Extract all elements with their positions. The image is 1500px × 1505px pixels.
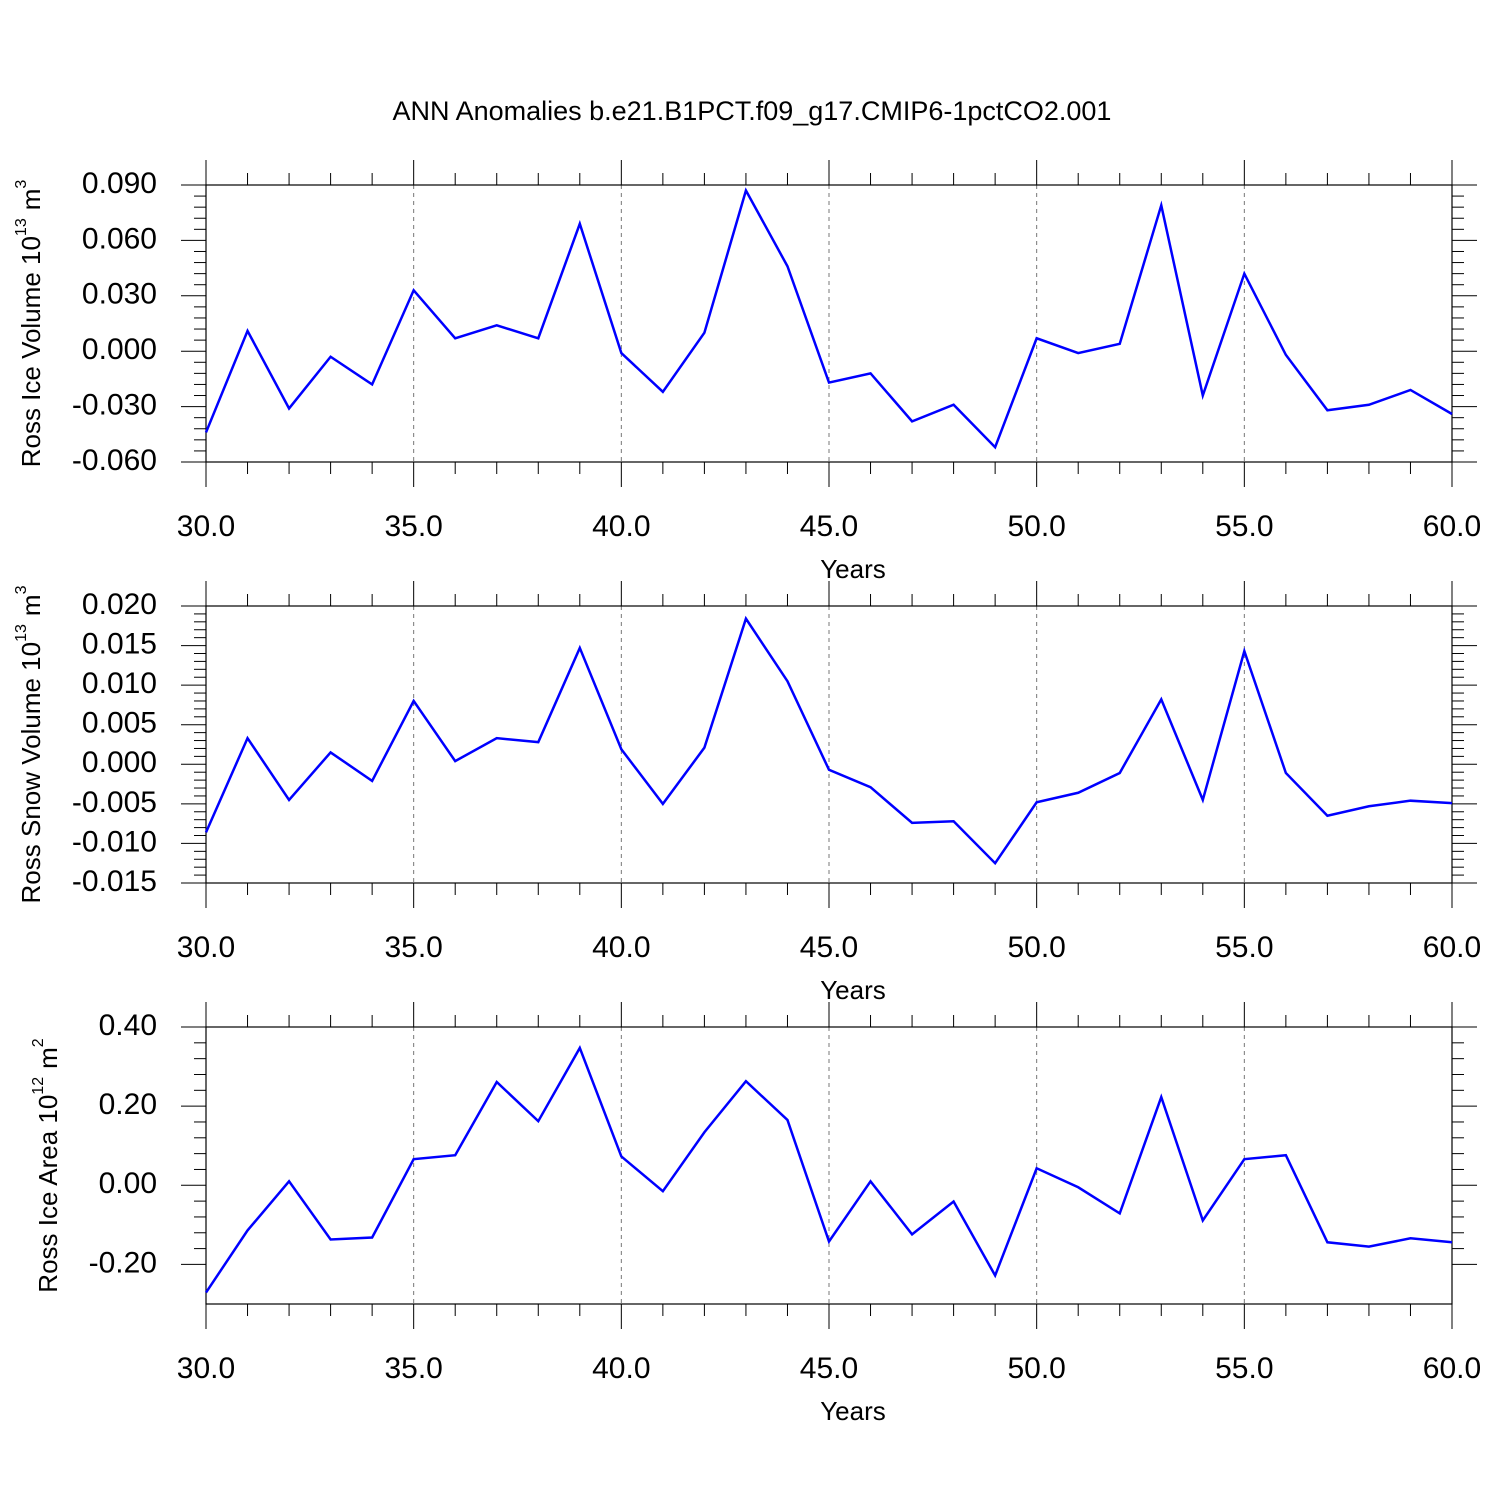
x-tick-label: 50.0 bbox=[1007, 1352, 1065, 1385]
x-tick-label: 35.0 bbox=[384, 931, 442, 964]
y-tick-label: 0.020 bbox=[82, 588, 157, 621]
data-line bbox=[204, 187, 1453, 450]
plot-frame bbox=[205, 184, 1453, 463]
x-tick-label: 60.0 bbox=[1423, 1352, 1481, 1385]
y-tick-label: -0.030 bbox=[72, 389, 157, 422]
x-tick-label: 40.0 bbox=[592, 1352, 650, 1385]
y-tick-label: 0.005 bbox=[82, 707, 157, 740]
y-tick-label: 0.000 bbox=[82, 746, 157, 779]
y-tick-label: 0.00 bbox=[99, 1167, 157, 1200]
y-tick-label: 0.060 bbox=[82, 222, 157, 255]
y-tick-label: 0.090 bbox=[82, 167, 157, 200]
y-axis-label-part: Ross Ice Area 10 bbox=[33, 1095, 63, 1293]
y-axis-label-superscript: 13 bbox=[13, 624, 30, 642]
x-tick-label: 55.0 bbox=[1215, 931, 1273, 964]
x-tick-label: 45.0 bbox=[800, 1352, 858, 1385]
y-axis-label-part: m bbox=[33, 1047, 63, 1069]
y-tick-label: -0.005 bbox=[72, 786, 157, 819]
y-axis-label-part: Ross Snow Volume 10 bbox=[16, 642, 46, 904]
y-tick-label: 0.015 bbox=[82, 627, 157, 660]
y-axis-label-superscript: 13 bbox=[13, 218, 30, 236]
y-tick-label: -0.015 bbox=[72, 865, 157, 898]
x-tick-label: 30.0 bbox=[177, 510, 235, 543]
y-axis-label: Ross Ice Area 1012 m2 bbox=[30, 1038, 63, 1292]
chart-title: ANN Anomalies b.e21.B1PCT.f09_g17.CMIP6-… bbox=[393, 96, 1112, 126]
y-tick-label: 0.000 bbox=[82, 333, 157, 366]
x-tick-label: 55.0 bbox=[1215, 510, 1273, 543]
x-tick-label: 50.0 bbox=[1007, 931, 1065, 964]
x-tick-label: 30.0 bbox=[177, 931, 235, 964]
y-axis-label-part: m bbox=[16, 189, 46, 211]
x-axis-label: Years bbox=[820, 975, 886, 1005]
x-tick-label: 40.0 bbox=[592, 510, 650, 543]
x-tick-label: 35.0 bbox=[384, 1352, 442, 1385]
y-axis-label-part: Ross Ice Volume 10 bbox=[16, 236, 46, 467]
x-tick-label: 60.0 bbox=[1423, 931, 1481, 964]
y-axis-label-superscript: 12 bbox=[30, 1077, 47, 1095]
y-tick-label: 0.030 bbox=[82, 278, 157, 311]
y-tick-label: 0.20 bbox=[99, 1088, 157, 1121]
x-tick-label: 55.0 bbox=[1215, 1352, 1273, 1385]
plot-frame bbox=[205, 605, 1453, 884]
data-line bbox=[204, 1045, 1453, 1294]
x-tick-label: 60.0 bbox=[1423, 510, 1481, 543]
x-tick-label: 40.0 bbox=[592, 931, 650, 964]
data-line bbox=[204, 615, 1453, 866]
y-tick-label: -0.010 bbox=[72, 825, 157, 858]
plot-frame bbox=[205, 1026, 1453, 1305]
y-axis-label-part: m bbox=[16, 594, 46, 616]
x-tick-label: 35.0 bbox=[384, 510, 442, 543]
y-tick-label: -0.20 bbox=[89, 1246, 157, 1279]
y-tick-label: 0.40 bbox=[99, 1009, 157, 1042]
x-tick-label: 30.0 bbox=[177, 1352, 235, 1385]
x-tick-label: 50.0 bbox=[1007, 510, 1065, 543]
y-axis-label-superscript: 2 bbox=[30, 1038, 47, 1047]
x-tick-label: 45.0 bbox=[800, 931, 858, 964]
x-tick-label: 45.0 bbox=[800, 510, 858, 543]
y-axis-label-superscript: 3 bbox=[13, 180, 30, 189]
y-tick-label: 0.010 bbox=[82, 667, 157, 700]
y-axis-label: Ross Snow Volume 1013 m3 bbox=[13, 585, 46, 903]
x-axis-label: Years bbox=[820, 1396, 886, 1426]
y-axis-label-superscript: 3 bbox=[13, 585, 30, 594]
y-tick-label: -0.060 bbox=[72, 444, 157, 477]
x-axis-label: Years bbox=[820, 554, 886, 584]
y-axis-label: Ross Ice Volume 1013 m3 bbox=[13, 180, 46, 468]
